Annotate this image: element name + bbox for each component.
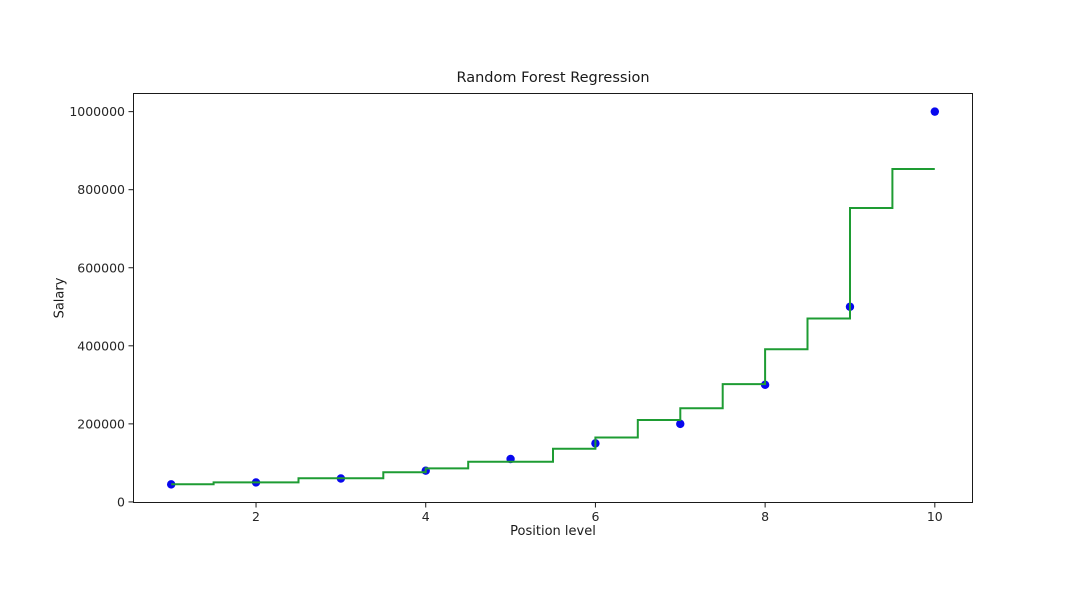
data-point (676, 419, 685, 429)
x-tick-label: 2 (252, 509, 260, 524)
y-tick-label: 400000 (77, 338, 125, 353)
axes-spines (133, 93, 973, 503)
random-forest-prediction-step-line (171, 168, 935, 486)
x-axis-label: Position level (510, 524, 596, 539)
y-tick-label: 600000 (77, 260, 125, 275)
x-tick-label: 4 (422, 509, 430, 524)
y-axis-label: Salary (52, 277, 68, 319)
chart-title: Random Forest Regression (456, 70, 650, 86)
x-tick-label: 6 (591, 509, 599, 524)
data-point (166, 480, 176, 489)
x-tick-label: 10 (927, 509, 943, 524)
x-tick-label: 8 (761, 509, 769, 524)
data-point (930, 107, 940, 116)
y-tick-label: 1000000 (69, 104, 125, 119)
y-tick-label: 200000 (77, 416, 125, 431)
y-tick-label: 800000 (77, 182, 125, 197)
y-tick-label: 0 (117, 494, 125, 509)
